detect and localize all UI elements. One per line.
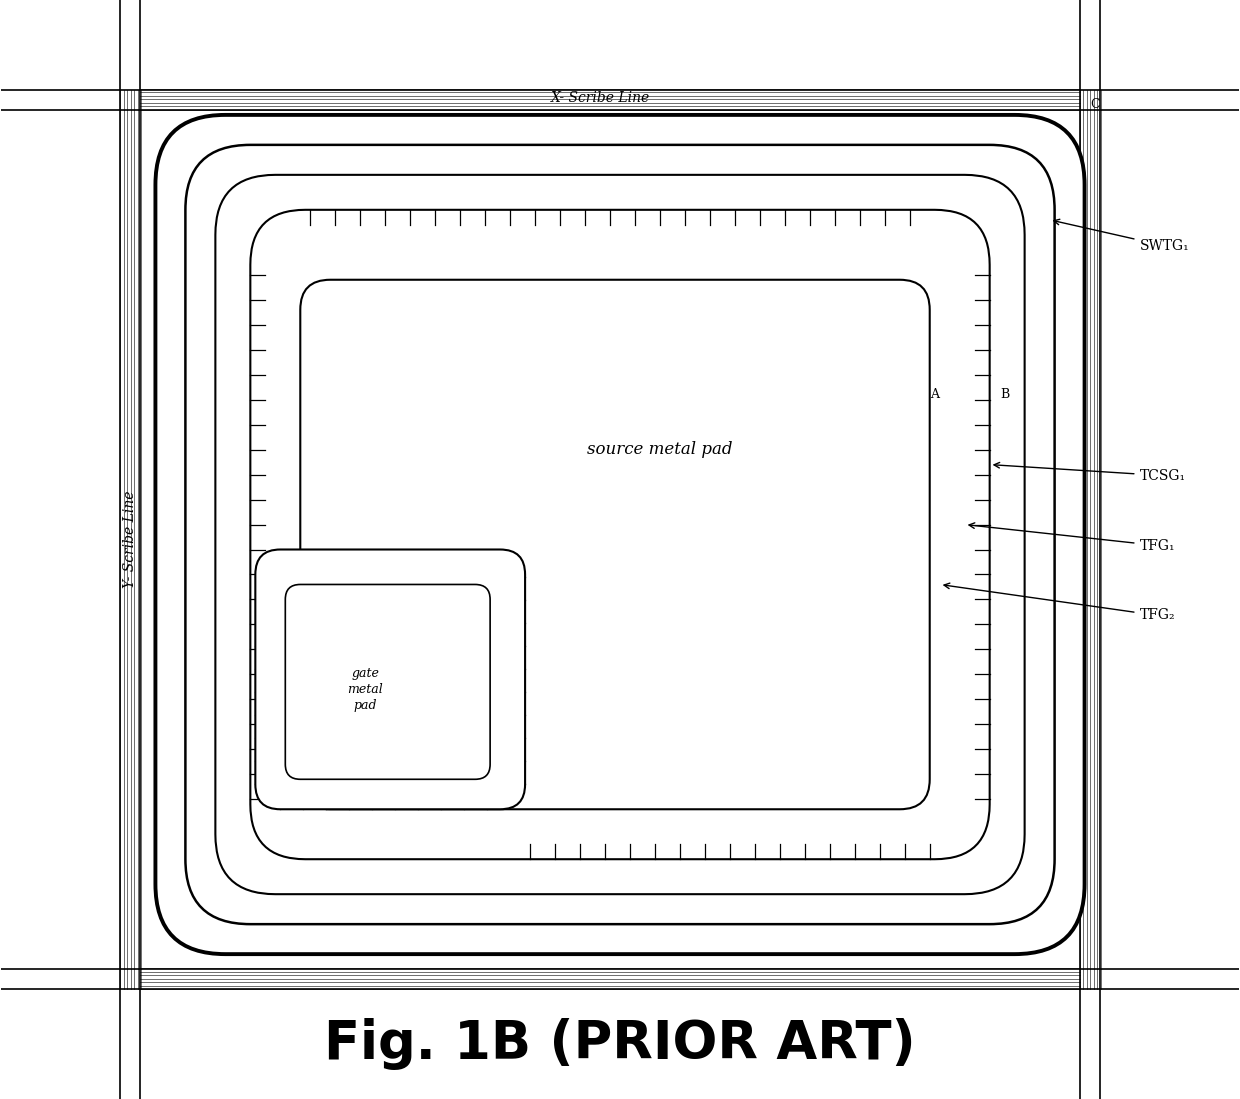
Text: C: C — [1090, 99, 1100, 111]
Text: Fig. 1B (PRIOR ART): Fig. 1B (PRIOR ART) — [324, 1018, 916, 1070]
FancyBboxPatch shape — [186, 145, 1054, 924]
Text: gate
metal
pad: gate metal pad — [347, 667, 383, 712]
Text: SWTG₁: SWTG₁ — [1054, 220, 1189, 253]
FancyBboxPatch shape — [216, 175, 1024, 895]
FancyBboxPatch shape — [285, 585, 490, 779]
Text: TFG₂: TFG₂ — [944, 584, 1176, 622]
FancyBboxPatch shape — [300, 280, 930, 809]
FancyBboxPatch shape — [155, 115, 1085, 954]
Text: X- Scribe Line: X- Scribe Line — [551, 91, 650, 104]
FancyBboxPatch shape — [250, 210, 990, 859]
Text: Y- Scribe Line: Y- Scribe Line — [124, 491, 138, 588]
Text: TFG₁: TFG₁ — [968, 523, 1176, 553]
Text: TCSG₁: TCSG₁ — [994, 463, 1185, 482]
Text: A: A — [930, 388, 939, 401]
FancyBboxPatch shape — [255, 550, 525, 809]
Text: B: B — [999, 388, 1009, 401]
Text: source metal pad: source metal pad — [588, 441, 733, 458]
